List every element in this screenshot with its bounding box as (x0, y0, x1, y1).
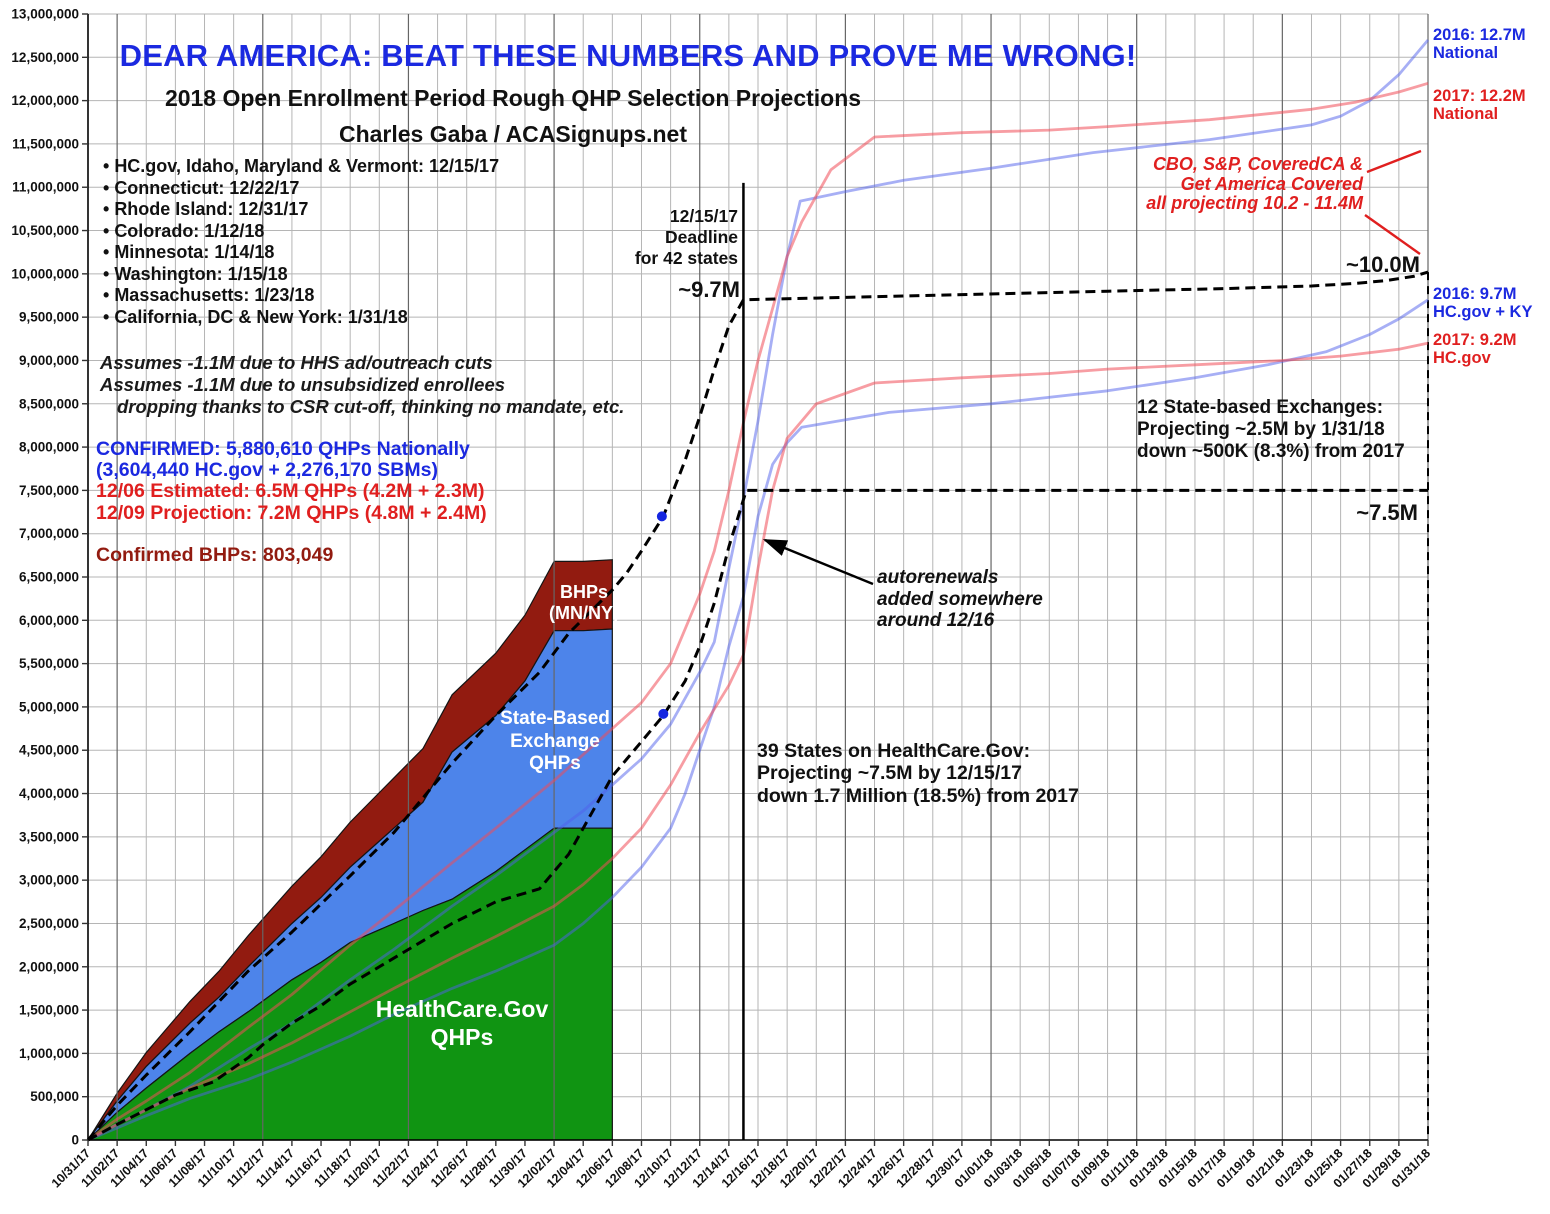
svg-text:6,500,000: 6,500,000 (19, 570, 79, 585)
line-end-label-2016-hcgov: 2016: 9.7M HC.gov + KY (1433, 285, 1533, 321)
bhp-confirmed: Confirmed BHPs: 803,049 (96, 544, 334, 566)
svg-text:12,000,000: 12,000,000 (11, 93, 79, 108)
svg-text:2,500,000: 2,500,000 (19, 916, 79, 931)
deadline-item: Rhode Island: 12/31/17 (103, 199, 499, 221)
svg-text:4,500,000: 4,500,000 (19, 743, 79, 758)
svg-text:1,000,000: 1,000,000 (19, 1046, 79, 1061)
projection-10-0m-label: ~10.0M (1346, 252, 1420, 277)
line-end-label-2017-hcgov: 2017: 9.2M HC.gov (1433, 331, 1517, 367)
svg-text:7,500,000: 7,500,000 (19, 483, 79, 498)
cbo-projection-note: CBO, S&P, CoveredCA & Get America Covere… (1146, 154, 1363, 213)
chart-subtitle: 2018 Open Enrollment Period Rough QHP Se… (164, 85, 862, 111)
svg-text:13,000,000: 13,000,000 (11, 7, 79, 22)
svg-text:5,500,000: 5,500,000 (19, 656, 79, 671)
svg-text:10,000,000: 10,000,000 (11, 266, 79, 281)
svg-text:9,500,000: 9,500,000 (19, 310, 79, 325)
svg-text:0: 0 (71, 1133, 79, 1148)
hcgov-projection-note: 39 States on HealthCare.Gov: Projecting … (757, 740, 1079, 807)
svg-text:6,000,000: 6,000,000 (19, 613, 79, 628)
svg-text:7,000,000: 7,000,000 (19, 526, 79, 541)
projection-7-5m-label: ~7.5M (1356, 500, 1418, 525)
line-end-label-2017-national: 2017: 12.2M National (1433, 87, 1526, 123)
projection-9-7m-label: ~9.7M (678, 277, 740, 302)
svg-text:10,500,000: 10,500,000 (11, 223, 79, 238)
svg-text:5,000,000: 5,000,000 (19, 699, 79, 714)
svg-text:500,000: 500,000 (30, 1089, 79, 1104)
estimate-stats: 12/06 Estimated: 6.5M QHPs (4.2M + 2.3M)… (96, 480, 487, 524)
page-title: DEAR AMERICA: BEAT THESE NUMBERS AND PRO… (119, 38, 1137, 73)
area-label-healthcare-gov: HealthCare.Gov QHPs (375, 996, 549, 1050)
deadline-item: HC.gov, Idaho, Maryland & Vermont: 12/15… (103, 156, 499, 178)
deadline-item: Massachusetts: 1/23/18 (103, 285, 499, 307)
deadline-item: Connecticut: 12/22/17 (103, 178, 499, 200)
area-label-state-based-exchange: State-Based Exchange QHPs (500, 708, 610, 774)
svg-text:3,500,000: 3,500,000 (19, 829, 79, 844)
svg-text:3,000,000: 3,000,000 (19, 873, 79, 888)
svg-text:11,000,000: 11,000,000 (12, 180, 79, 195)
svg-text:4,000,000: 4,000,000 (19, 786, 79, 801)
confirmed-stats: CONFIRMED: 5,880,610 QHPs Nationally (3,… (96, 438, 470, 481)
line-end-label-2016-national: 2016: 12.7M National (1433, 26, 1526, 62)
deadline-item: Colorado: 1/12/18 (103, 221, 499, 243)
svg-text:9,000,000: 9,000,000 (19, 353, 79, 368)
assumptions-note: Assumes -1.1M due to HHS ad/outreach cut… (100, 352, 625, 417)
chart-author: Charles Gaba / ACASignups.net (338, 121, 688, 147)
svg-text:2,000,000: 2,000,000 (19, 959, 79, 974)
svg-text:1,500,000: 1,500,000 (19, 1003, 79, 1018)
svg-text:8,500,000: 8,500,000 (19, 396, 79, 411)
deadline-item: Washington: 1/15/18 (103, 264, 499, 286)
svg-text:8,000,000: 8,000,000 (19, 440, 79, 455)
area-label-bhps: BHPs (MN/NY) (549, 582, 619, 623)
svg-text:11,500,000: 11,500,000 (12, 136, 79, 151)
svg-text:12,500,000: 12,500,000 (11, 50, 79, 65)
state-deadline-list: HC.gov, Idaho, Maryland & Vermont: 12/15… (103, 156, 499, 328)
deadline-item: Minnesota: 1/14/18 (103, 242, 499, 264)
sbe-projection-note: 12 State-based Exchanges: Projecting ~2.… (1137, 397, 1405, 463)
deadline-item: California, DC & New York: 1/31/18 (103, 307, 499, 329)
autorenewals-note: autorenewals added somewhere around 12/1… (877, 567, 1043, 632)
deadline-marker-label: 12/15/17 Deadline for 42 states (634, 206, 738, 268)
